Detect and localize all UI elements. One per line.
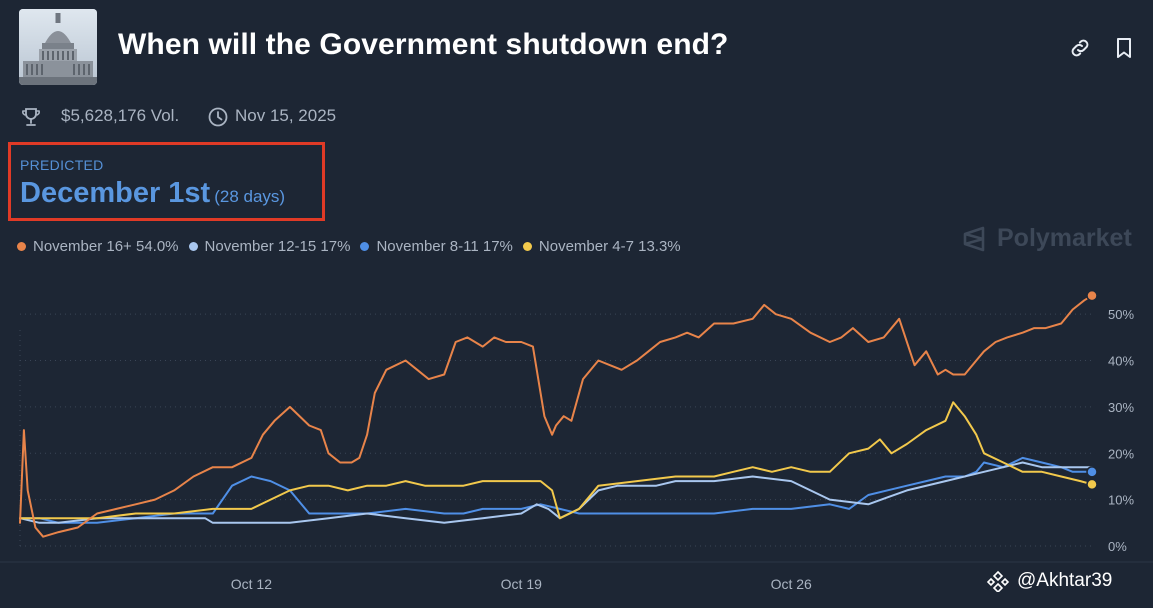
y-tick-label: 30% xyxy=(1108,400,1134,415)
legend-dot xyxy=(17,242,26,251)
chart-series xyxy=(19,289,1098,538)
binance-logo-icon xyxy=(986,570,1010,592)
y-tick-label: 10% xyxy=(1108,493,1134,508)
link-icon[interactable] xyxy=(1068,36,1092,60)
legend-item-nov16[interactable]: November 16+ 54.0% xyxy=(17,238,179,255)
prediction-highlight-box xyxy=(8,142,325,221)
series-line-november-16-[interactable] xyxy=(19,294,1093,538)
chart-legend: November 16+ 54.0% November 12-15 17% No… xyxy=(17,238,681,255)
clock-icon xyxy=(208,107,228,127)
polymarket-logo-icon xyxy=(963,226,985,251)
legend-item-nov4[interactable]: November 4-7 13.3% xyxy=(522,238,681,255)
watermark: @Akhtar39 xyxy=(985,570,1112,592)
polymarket-brand: Polymarket xyxy=(961,224,1132,253)
bookmark-icon[interactable] xyxy=(1112,36,1136,60)
trophy-icon xyxy=(22,108,40,126)
legend-label: November 4-7 13.3% xyxy=(538,238,681,255)
legend-dot xyxy=(360,242,370,251)
legend-item-nov12[interactable]: November 12-15 17% xyxy=(188,238,351,255)
y-tick-label: 0% xyxy=(1108,539,1127,554)
series-end-dot xyxy=(1086,289,1098,302)
capitol-image xyxy=(19,9,97,85)
series-end-dot xyxy=(1086,466,1098,478)
legend-dot xyxy=(522,242,532,251)
x-tick-label: Oct 26 xyxy=(771,576,812,592)
predicted-value: December 1st (28 days) xyxy=(20,177,285,210)
legend-label: November 8-11 17% xyxy=(376,238,513,255)
watermark-text: @Akhtar39 xyxy=(1017,570,1113,591)
x-tick-label: Oct 19 xyxy=(501,576,542,592)
series-end-dot xyxy=(1086,478,1098,491)
legend-dot xyxy=(188,242,198,251)
market-thumbnail xyxy=(19,9,97,85)
series-line-november-8-11[interactable] xyxy=(19,456,1093,524)
chart-grid xyxy=(0,313,1153,563)
predicted-label: PREDICTED xyxy=(20,157,104,173)
volume-text: $5,628,176 Vol. xyxy=(61,106,180,125)
series-line-november-4-7[interactable] xyxy=(19,401,1093,520)
polymarket-wordmark: Polymarket xyxy=(997,224,1132,252)
y-tick-label: 20% xyxy=(1108,446,1134,461)
legend-label: November 16+ 54.0% xyxy=(33,238,179,255)
y-tick-label: 50% xyxy=(1108,307,1134,322)
end-date-text: Nov 15, 2025 xyxy=(235,106,337,125)
predicted-days: (28 days) xyxy=(214,187,286,206)
y-tick-label: 40% xyxy=(1108,354,1134,369)
market-title: When will the Government shutdown end? xyxy=(118,28,729,61)
legend-item-nov8[interactable]: November 8-11 17% xyxy=(360,238,513,255)
legend-label: November 12-15 17% xyxy=(204,238,351,255)
x-tick-label: Oct 12 xyxy=(231,576,272,592)
predicted-date: December 1st xyxy=(20,177,211,209)
chart-axis: 0% 10% 20% 30% 40% 50% Oct 12 Oct 19 Oct 26 xyxy=(231,307,1135,592)
